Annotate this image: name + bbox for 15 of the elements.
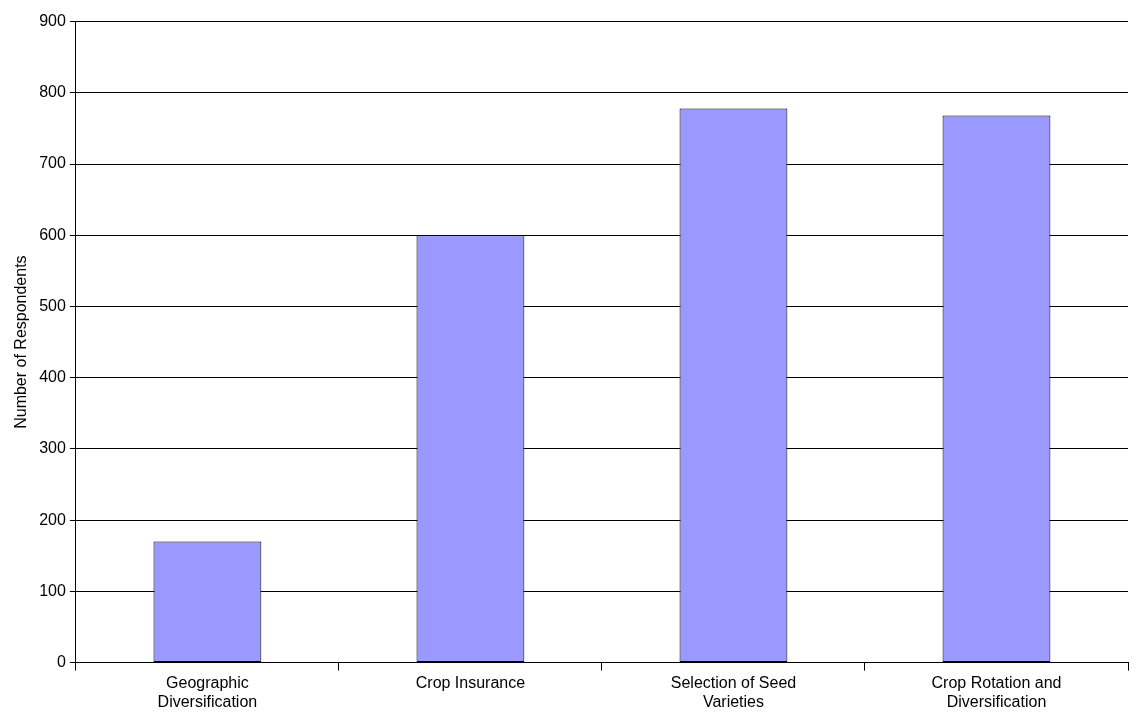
y-tick-label: 600 — [39, 225, 66, 243]
y-tick-label: 900 — [39, 12, 66, 30]
y-tick-label: 700 — [39, 154, 66, 172]
x-tick-label: Selection of Seed Varieties — [670, 673, 797, 710]
y-tick-label: 100 — [39, 581, 66, 599]
y-tick-label: 300 — [39, 439, 66, 457]
y-tick-label: 0 — [56, 653, 66, 671]
x-tick-label: Geographic Diversification — [157, 673, 258, 710]
x-tick-label: Crop Insurance — [415, 673, 526, 691]
y-tick-label: 500 — [39, 296, 66, 314]
y-tick-label: 200 — [39, 510, 66, 528]
y-tick-label: 800 — [39, 83, 66, 101]
y-axis-title: Number of Respondents — [12, 255, 30, 429]
x-tick-label: Crop Rotation and Diversification — [931, 673, 1062, 710]
y-tick-label: 400 — [39, 368, 66, 386]
